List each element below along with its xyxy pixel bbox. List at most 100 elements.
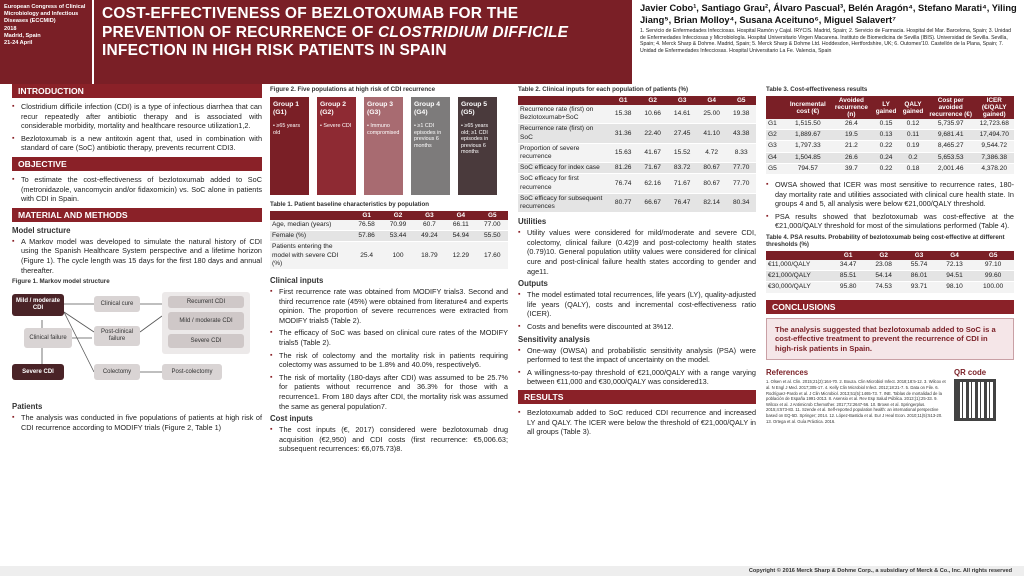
table-cell: 80.77 [608, 193, 638, 214]
table-cell: 14.61 [667, 105, 697, 125]
table-cell: 31.36 [608, 123, 638, 144]
table-cell: 77.70 [726, 162, 756, 175]
table-cell: Recurrence rate (first) on SoC [518, 123, 609, 144]
table-header-cell: G3 [667, 96, 697, 105]
table-cell: 0.11 [899, 129, 927, 142]
table-cell: G5 [766, 163, 786, 176]
outputs-list: The model estimated total recurrences, l… [518, 290, 756, 331]
table-row: Recurrence rate (first) on Bezlotoxumab+… [518, 105, 756, 125]
table-cell: 1,797.33 [785, 140, 830, 153]
table-header-cell: G3 [413, 211, 446, 220]
table-cell: 17,494.70 [974, 129, 1014, 142]
table-cell: 66.11 [445, 220, 477, 232]
table-header-cell [518, 96, 609, 105]
state-clinical-failure: Clinical failure [24, 328, 72, 349]
table-row: SoC efficacy for index case 81.26 71.67 83.… [518, 162, 756, 175]
objective-heading: OBJECTIVE [12, 156, 262, 171]
conference-banner: European Congress of Clinical Microbiolo… [0, 0, 92, 84]
table-row: Proportion of severe recurrence 15.63 41.6… [518, 143, 756, 164]
table-cell: 19.38 [726, 105, 756, 125]
population-group: Group 1 (G1) • ≥65 years old [270, 97, 309, 195]
table-1: G1 G2 G3 G4 G5 Age, median (years) 76.58 70.99 6… [270, 211, 508, 271]
cost-bullet: The cost inputs (€, 2017) considered wer… [270, 425, 508, 454]
table-row: G2 1,889.67 19.5 0.13 0.11 9,681.41 17,494.70 [766, 129, 1014, 142]
references-text: 1. Olsen et al. Clin. 2015;21(2):164-70.… [766, 379, 946, 424]
references-block: References 1. Olsen et al. Clin. 2015;21… [766, 366, 946, 424]
population-group: Group 5 (G5) • ≥65 years old; ≥1 CDI epis… [458, 97, 497, 195]
table-cell: 0.24 [872, 152, 900, 164]
conference-name: European Congress of Clinical Microbiolo… [4, 4, 86, 25]
table-cell: 76.47 [667, 193, 697, 214]
model-bullet: A Markov model was developed to simulate… [12, 237, 262, 275]
sensitivity-bullet: One-way (OWSA) and probabilistic sensiti… [518, 346, 756, 365]
table-cell: 100.00 [972, 281, 1014, 294]
table-cell: 72.13 [936, 259, 973, 272]
table-cell: 9,681.41 [926, 129, 975, 142]
table-cell: G2 [766, 129, 786, 142]
table-cell: 15.52 [667, 143, 697, 164]
table-cell: 4,378.20 [974, 163, 1014, 176]
table-cell: 83.72 [667, 162, 697, 175]
table-row: SoC efficacy for subsequent recurrences 8… [518, 193, 756, 214]
table-cell: 18.79 [413, 241, 446, 271]
table-cell: 27.45 [667, 123, 697, 144]
owsa-bullet: OWSA showed that ICER was most sensitive… [766, 180, 1014, 209]
table-cell: 8.33 [726, 143, 756, 164]
table-cell: SoC efficacy for first recurrence [518, 173, 609, 194]
conference-year: 2018 [4, 25, 17, 32]
table-header-row: Incremental cost (€) Avoided recurrence (… [766, 96, 1014, 119]
table-cell: 54.14 [865, 270, 902, 283]
model-list: A Markov model was developed to simulate… [12, 237, 262, 275]
table-2-caption: Table 2. Clinical inputs for each popula… [518, 86, 689, 93]
psa-bullet: PSA results showed that bezlotoxumab was… [766, 212, 1014, 231]
state-severe-recurrent: Severe CDI [168, 334, 244, 349]
references-heading: References [766, 368, 809, 378]
copyright-footer: Copyright © 2016 Merck Sharp & Dohme Cor… [0, 566, 1024, 576]
table-cell: 41.10 [696, 123, 727, 144]
population-group-desc: • Severe CDI [320, 123, 352, 129]
population-group-name: Group 2 (G2) [320, 101, 347, 116]
table-cell: 60.7 [413, 220, 446, 232]
outputs-bullet: The model estimated total recurrences, l… [518, 290, 756, 319]
table-3: Incremental cost (€) Avoided recurrence (… [766, 96, 1014, 176]
qr-code-icon[interactable] [954, 379, 996, 422]
clinical-list: First recurrence rate was obtained from … [270, 287, 508, 411]
poster-title: COST-EFFECTIVENESS OF BEZLOTOXUMAB FOR T… [94, 0, 632, 84]
table-cell: 80.34 [726, 193, 756, 214]
table-cell: 55.50 [476, 230, 508, 243]
table-row: €11,000/QALY 34.47 23.08 55.74 72.13 97.10 [766, 259, 1014, 272]
table-header-cell: G4 [445, 211, 477, 220]
table-header-cell: G5 [476, 211, 508, 220]
table-cell: €21,000/QALY [766, 270, 831, 283]
table-cell: 2,001.46 [926, 163, 975, 176]
table-cell: Age, median (years) [270, 220, 351, 232]
table-cell: 41.67 [637, 143, 668, 164]
population-group: Group 3 (G3) • Immuno compromised [364, 97, 403, 195]
column-2: Figure 2. Five populations at high risk … [270, 84, 508, 457]
table-cell: 71.67 [667, 173, 697, 194]
population-group: Group 2 (G2) • Severe CDI [317, 97, 356, 195]
table-cell: 5,735.97 [926, 119, 975, 131]
table-cell: €30,000/QALY [766, 281, 831, 294]
intro-list: Clostridium difficile infection (CDI) is… [12, 102, 262, 153]
table-row: G4 1,504.85 26.6 0.24 0.2 5,653.53 7,386.38 [766, 152, 1014, 164]
state-clinical-cure: Clinical cure [94, 296, 140, 313]
table-cell: 8,465.27 [926, 140, 975, 153]
table-cell: 26.6 [829, 152, 873, 164]
population-group-name: Group 1 (G1) [273, 101, 300, 116]
table-header-cell: G5 [726, 96, 756, 105]
table-cell: 0.12 [899, 119, 927, 131]
table-header-row: G1 G2 G3 G4 G5 [270, 211, 508, 220]
table-4-caption: Table 4. PSA results. Probability of bez… [766, 233, 1005, 248]
population-group: Group 4 (G4) • ≥1 CDI episodes in previou… [411, 97, 450, 195]
conclusions-box: The analysis suggested that bezlotoxumab… [766, 317, 1014, 361]
state-recurrent: Recurrent CDI [168, 296, 244, 309]
table-cell: 55.74 [901, 259, 937, 272]
table-cell: 10.66 [637, 105, 668, 125]
table-cell: 0.22 [872, 140, 900, 153]
table-row: Age, median (years) 76.58 70.99 60.7 66.11 77… [270, 220, 508, 232]
table-header-cell: G4 [696, 96, 727, 105]
table-cell: G3 [766, 140, 786, 153]
table-cell: 5,653.53 [926, 152, 975, 164]
table-cell: 0.15 [872, 119, 900, 131]
